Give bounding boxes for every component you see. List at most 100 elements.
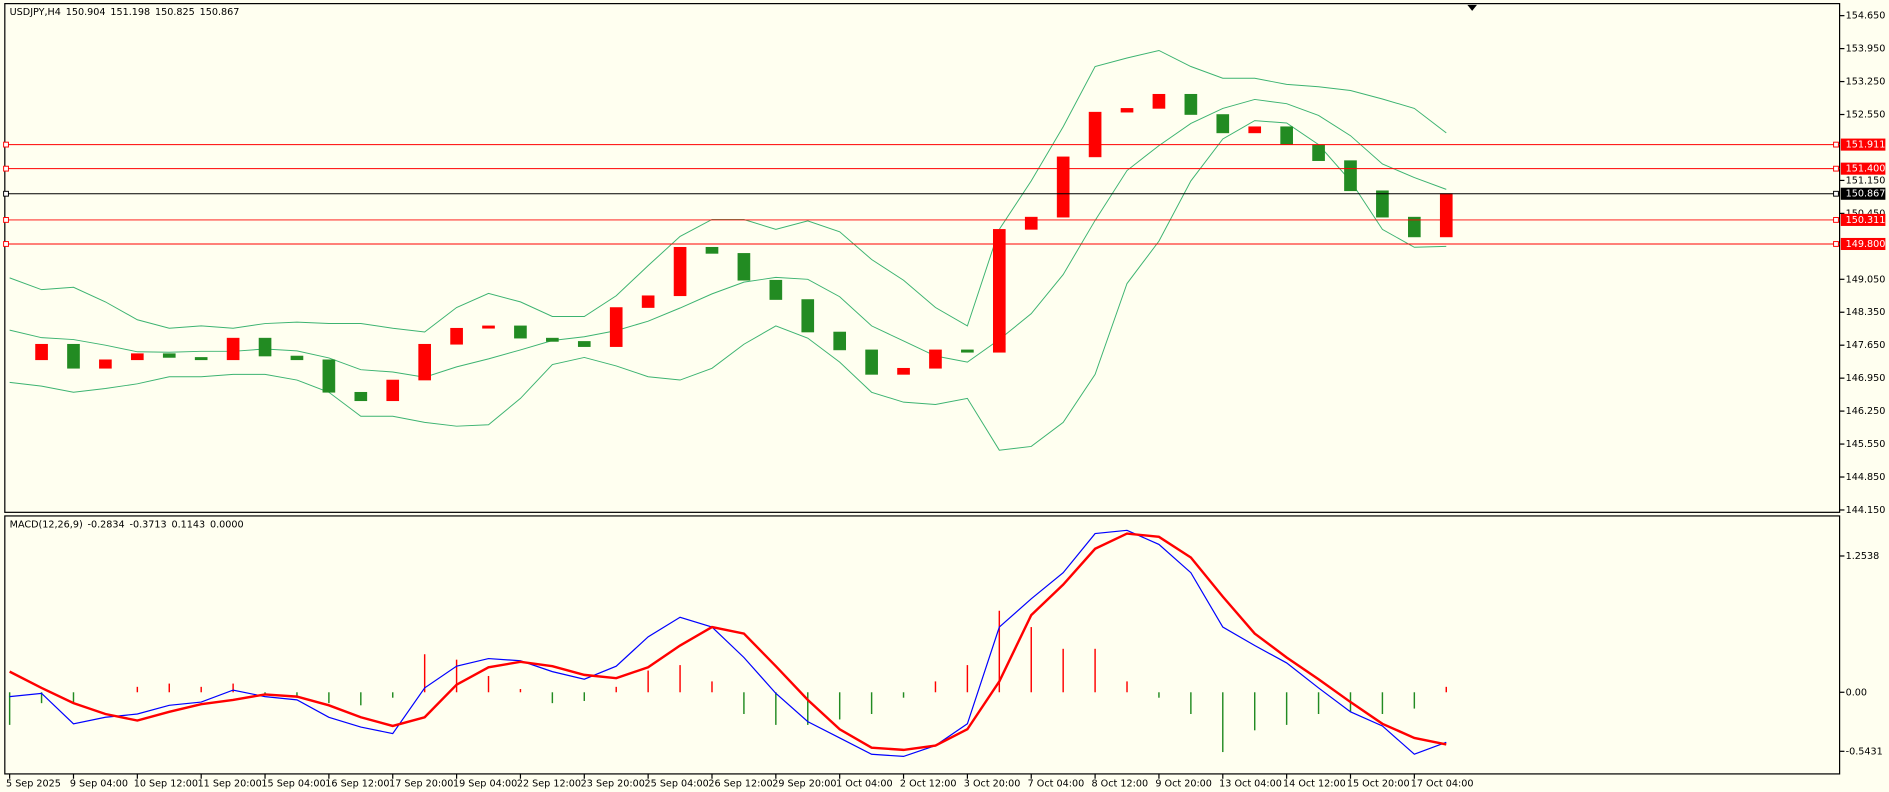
candle [450,327,463,345]
close: 150.867 [200,7,240,18]
y-tick-label: 147.650 [1846,340,1886,351]
level-label: 151.400 [1846,164,1886,175]
candle [546,337,559,342]
candle [833,331,847,351]
readout-value: -0.2834 [88,519,125,530]
x-tick-label: 23 Sep 20:00 [581,779,645,790]
candle [737,253,751,281]
level-tag [1840,213,1886,226]
x-tick-label: 5 Sep 2025 [6,779,61,790]
candle [1408,216,1421,238]
candle [354,391,368,402]
candle [35,343,48,361]
candle [1152,93,1166,109]
candle [992,229,1006,353]
y-tick-label: 1.2538 [1846,551,1880,562]
x-tick-label: 13 Oct 04:00 [1219,779,1282,790]
candle [769,279,783,300]
level-anchor [3,165,9,172]
candle [226,337,240,361]
y-tick-label: 152.550 [1846,110,1886,121]
candle [1248,126,1262,134]
y-tick-label: 144.850 [1846,472,1886,483]
macd-readout: MACD(12,26,9) -0.2834 -0.3713 0.1143 0.0000 [10,519,244,530]
level-anchor [3,217,9,223]
candle [1088,111,1102,158]
price-pane [4,3,1841,513]
level-tag [1840,237,1886,251]
candle [577,341,591,347]
level-anchor [1833,241,1839,247]
x-tick-label: 15 Oct 20:00 [1347,779,1410,790]
candle [1056,156,1070,218]
level-label: 150.867 [1846,189,1886,200]
candle [482,325,495,329]
y-tick-label: 150.450 [1846,208,1886,219]
candle [1120,108,1134,113]
candle [673,246,687,297]
level-anchor [1833,190,1839,197]
y-tick-label: -0.5431 [1846,746,1883,757]
level-anchor [1833,141,1839,148]
candle [1439,193,1453,238]
candle [1344,160,1357,192]
level-tag [1840,187,1886,200]
y-tick-label: 146.950 [1846,373,1886,384]
level-label: 149.800 [1846,239,1886,250]
price-readout: USDJPY,H4 150.904 151.198 150.825 150.867 [10,7,240,18]
candle [1216,114,1230,134]
candle [258,337,272,357]
x-tick-label: 14 Oct 12:00 [1283,779,1346,790]
x-tick-label: 25 Sep 04:00 [645,779,709,790]
candle [514,325,527,339]
level-anchor [1833,217,1839,223]
x-tick-label: 17 Sep 20:00 [389,779,453,790]
candle [1312,144,1325,161]
candle [1280,126,1293,145]
readout-value: 0.0000 [210,519,244,530]
candle [801,299,815,333]
candle [131,353,144,361]
x-tick-label: 2 Oct 12:00 [900,779,957,790]
x-tick-label: 11 Sep 20:00 [198,779,262,790]
candle [865,349,878,375]
candle [162,353,176,358]
x-tick-label: 9 Oct 20:00 [1155,779,1212,790]
candle [961,349,974,353]
candle [67,343,80,369]
price-layer [3,49,1840,451]
candle [322,359,336,393]
x-tick-label: 15 Sep 04:00 [261,779,325,790]
y-tick-label: 151.150 [1846,175,1886,186]
level-anchor [3,241,9,247]
x-tick-label: 7 Oct 04:00 [1028,779,1085,790]
x-tick-label: 26 Sep 12:00 [708,779,772,790]
level-tag [1840,138,1886,151]
y-tick-label: 154.650 [1846,11,1886,22]
candle [99,359,112,369]
band-lower [9,120,1447,451]
shift-marker [1467,4,1477,11]
open: 150.904 [66,7,106,18]
low: 150.825 [155,7,195,18]
x-tick-label: 22 Sep 12:00 [517,779,581,790]
macd-line [9,532,1447,752]
macd-pane [4,515,1841,775]
x-tick-label: 17 Oct 04:00 [1411,779,1474,790]
x-tick-label: 3 Oct 20:00 [964,779,1021,790]
x-tick-label: 29 Sep 20:00 [772,779,836,790]
y-tick-label: 0.00 [1846,687,1867,698]
axis-layer: 154.650 153.950 153.250 152.550 151.150 150.4… [6,11,1885,790]
x-tick-label: 16 Sep 12:00 [325,779,389,790]
level-label: 151.911 [1846,140,1886,151]
candle [705,246,719,254]
candle [609,307,623,347]
candle [386,379,400,402]
y-tick-label: 149.050 [1846,274,1886,285]
level-anchor [3,190,9,197]
x-tick-label: 9 Sep 04:00 [70,779,128,790]
macd-layer [8,529,1447,758]
